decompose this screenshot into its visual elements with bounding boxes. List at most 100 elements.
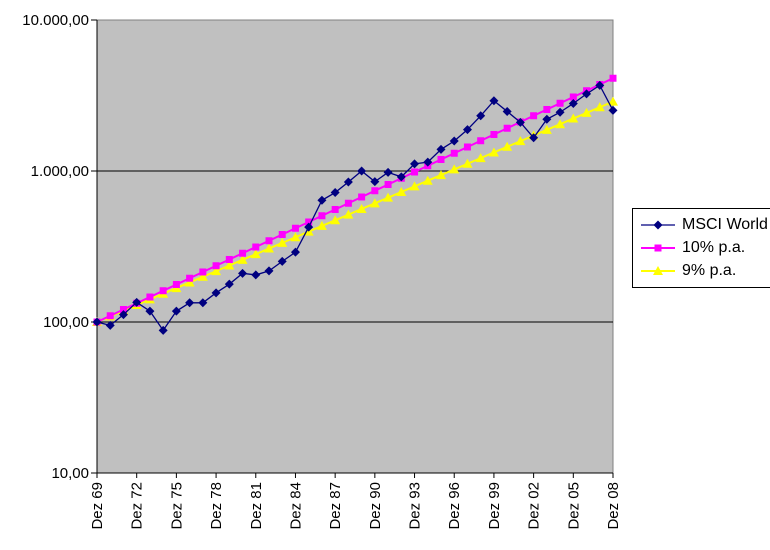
series-marker: [475, 153, 486, 163]
series-marker: [396, 187, 407, 197]
series-line: [96, 77, 614, 323]
legend-label: MSCI World: [682, 216, 768, 233]
series-marker: [211, 266, 222, 276]
series-marker: [555, 119, 566, 129]
y-tick-label: 1.000,00: [31, 163, 89, 180]
series-marker: [515, 117, 525, 127]
series-marker: [343, 177, 353, 187]
series-marker: [211, 288, 221, 298]
series-marker: [529, 133, 539, 143]
series-marker: [277, 237, 288, 247]
x-tick-label: Dez 84: [287, 482, 304, 530]
series-marker: [224, 279, 234, 289]
series-marker: [409, 181, 420, 191]
legend-label: 9% p.a.: [682, 262, 737, 279]
x-tick-label: Dez 90: [367, 482, 384, 530]
series-marker: [569, 93, 577, 101]
series-marker: [369, 198, 380, 208]
series-marker: [463, 143, 471, 151]
legend-label: 10% p.a.: [682, 239, 746, 256]
series-marker: [581, 107, 592, 117]
legend-marker-diamond-icon: [641, 220, 675, 230]
series-marker: [502, 106, 512, 116]
series-marker: [556, 99, 564, 107]
series-marker: [118, 310, 128, 320]
series-marker: [357, 166, 367, 176]
series-marker: [555, 107, 565, 117]
series-marker: [316, 220, 327, 230]
plot-area: [96, 19, 614, 474]
series-marker: [186, 274, 194, 282]
series-marker: [488, 147, 499, 157]
series-marker: [462, 125, 472, 135]
series-marker: [542, 114, 552, 124]
legend: MSCI World 10% p.a. 9% p.a.: [632, 208, 770, 288]
x-tick-label: Dez 87: [327, 482, 344, 530]
series-marker: [436, 144, 446, 154]
series-marker: [251, 270, 261, 280]
series-marker: [239, 249, 247, 257]
series-marker: [291, 224, 299, 232]
series-marker: [330, 188, 340, 198]
series-marker: [384, 180, 392, 188]
series-marker: [92, 317, 102, 327]
x-tick-label: Dez 08: [605, 482, 622, 530]
series-marker: [250, 249, 261, 259]
legend-item-msci-world: MSCI World: [640, 216, 768, 234]
legend-marker-triangle-icon: [641, 266, 675, 275]
series-marker: [654, 244, 662, 252]
series-marker: [543, 105, 551, 113]
series-marker: [172, 280, 180, 288]
series-marker: [383, 167, 393, 177]
series-marker: [146, 293, 154, 301]
series-marker: [449, 136, 459, 146]
series-marker: [199, 268, 207, 276]
series-marker: [106, 312, 114, 320]
series-marker: [159, 287, 167, 295]
x-tick-label: Dez 72: [129, 482, 146, 530]
series-marker: [490, 130, 498, 138]
series-marker: [225, 255, 233, 263]
series-marker: [476, 111, 486, 121]
series-marker: [304, 222, 314, 232]
series-marker: [171, 306, 181, 316]
series-marker: [568, 113, 579, 123]
series-marker: [608, 96, 618, 106]
series-marker: [608, 105, 618, 115]
series-marker: [410, 159, 420, 169]
series-marker: [582, 89, 592, 99]
series-marker: [609, 74, 617, 82]
series-marker: [212, 262, 220, 270]
series-marker: [502, 141, 513, 151]
series-marker: [450, 149, 458, 157]
series-10-p-a-: [93, 74, 617, 326]
x-tick-label: Dez 75: [168, 482, 185, 530]
series-line: [96, 84, 614, 332]
series-marker: [396, 172, 406, 182]
legend-item-10pct: 10% p.a.: [640, 239, 768, 257]
series-marker: [317, 195, 327, 205]
series-marker: [318, 212, 326, 220]
series-marker: [105, 320, 115, 330]
series-marker: [436, 170, 446, 180]
x-tick-label: Dez 81: [248, 482, 265, 530]
series-marker: [119, 305, 127, 313]
series-marker: [290, 247, 300, 257]
series-marker: [477, 137, 485, 145]
series-marker: [358, 193, 366, 201]
series-marker: [252, 243, 260, 251]
series-marker: [343, 209, 354, 219]
series-marker: [383, 192, 394, 202]
series-marker: [278, 231, 286, 239]
x-tick-label: Dez 78: [208, 482, 225, 530]
series-marker: [145, 306, 155, 316]
y-tick-label: 10.000,00: [22, 12, 89, 29]
series-marker: [158, 325, 168, 335]
series-line: [96, 100, 614, 323]
series-marker: [541, 124, 552, 134]
series-marker: [265, 237, 273, 245]
series-marker: [264, 266, 274, 276]
series-marker: [370, 177, 380, 187]
series-marker: [653, 266, 663, 275]
